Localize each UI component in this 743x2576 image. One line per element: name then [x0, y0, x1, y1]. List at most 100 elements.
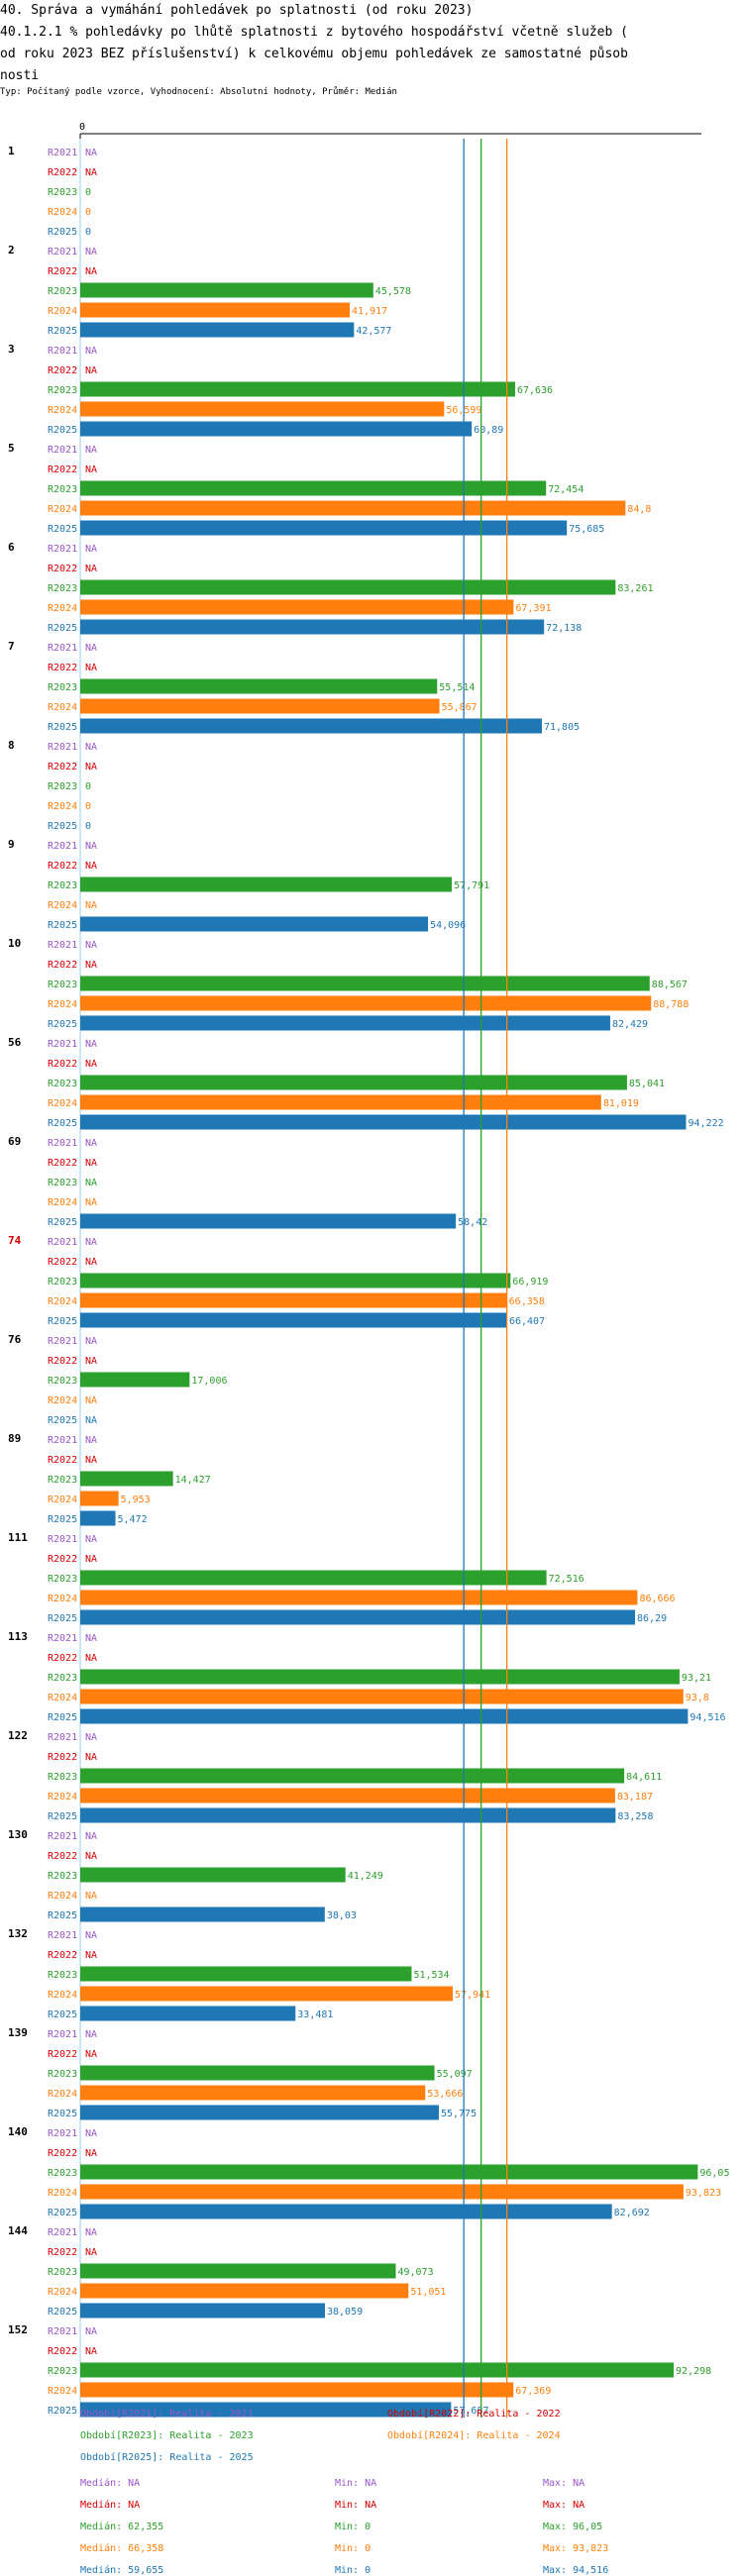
data-label-3-R2023: 67,636 [517, 385, 553, 396]
bar-139-R2024 [80, 2085, 426, 2101]
series-label-R2024: R2024 [48, 207, 77, 218]
data-label-111-R2024: 86,666 [639, 1594, 675, 1604]
bar-130-R2025 [80, 1906, 325, 1922]
data-label-89-R2022: NA [85, 1455, 97, 1466]
bar-132-R2025 [80, 2006, 296, 2021]
category-label-122: 122 [8, 1729, 28, 1742]
series-label-R2022: R2022 [48, 663, 77, 673]
bar-10-R2025 [80, 1015, 610, 1031]
data-label-113-R2022: NA [85, 1653, 97, 1664]
bar-111-R2024 [80, 1590, 638, 1605]
bar-113-R2025 [80, 1708, 689, 1724]
legend-median-R2024: Medián: 66,358 [80, 2543, 164, 2554]
data-label-6-R2024: 67,391 [515, 603, 551, 614]
series-label-R2021: R2021 [48, 643, 77, 654]
legend-median-R2022: Medián: NA [80, 2500, 141, 2511]
series-label-R2024: R2024 [48, 2188, 77, 2199]
series-label-R2025: R2025 [48, 2009, 77, 2020]
data-label-1-R2025: 0 [85, 227, 91, 238]
data-label-9-R2025: 54,096 [430, 920, 466, 931]
bar-89-R2025 [80, 1510, 116, 1526]
series-label-R2021: R2021 [48, 2326, 77, 2337]
bar-111-R2023 [80, 1570, 547, 1586]
bar-144-R2023 [80, 2263, 396, 2279]
series-label-R2025: R2025 [48, 1514, 77, 1525]
data-label-76-R2021: NA [85, 1336, 97, 1347]
series-label-R2023: R2023 [48, 2267, 77, 2278]
chart-title-line-3: od roku 2023 BEZ příslušenství) k celkov… [0, 47, 628, 61]
series-label-R2022: R2022 [48, 167, 77, 178]
data-label-139-R2022: NA [85, 2049, 97, 2060]
series-label-R2022: R2022 [48, 861, 77, 872]
bar-89-R2024 [80, 1491, 119, 1506]
data-label-56-R2022: NA [85, 1059, 97, 1070]
data-label-144-R2025: 38,059 [327, 2307, 363, 2318]
bar-2-R2024 [80, 302, 351, 318]
data-label-1-R2023: 0 [85, 187, 91, 198]
data-label-69-R2023: NA [85, 1178, 97, 1188]
series-label-R2024: R2024 [48, 603, 77, 614]
bar-56-R2025 [80, 1114, 687, 1130]
series-label-R2025: R2025 [48, 2307, 77, 2318]
series-label-R2024: R2024 [48, 1197, 77, 1208]
bar-144-R2024 [80, 2283, 409, 2299]
category-label-111: 111 [8, 1531, 28, 1544]
bar-69-R2025 [80, 1213, 457, 1229]
data-label-6-R2022: NA [85, 564, 97, 574]
series-label-R2022: R2022 [48, 762, 77, 773]
data-label-76-R2025: NA [85, 1415, 97, 1426]
series-label-R2021: R2021 [48, 1039, 77, 1050]
data-label-122-R2021: NA [85, 1732, 97, 1743]
data-label-139-R2025: 55,775 [441, 2109, 477, 2119]
bar-152-R2023 [80, 2362, 675, 2378]
data-label-113-R2023: 93,21 [682, 1673, 711, 1684]
series-label-R2025: R2025 [48, 623, 77, 634]
series-label-R2022: R2022 [48, 2148, 77, 2159]
legend-period-R2021: Období[R2021]: Realita - 2021 [80, 2409, 254, 2420]
series-label-R2025: R2025 [48, 722, 77, 733]
category-label-9: 9 [8, 838, 15, 851]
series-label-R2021: R2021 [48, 346, 77, 357]
series-label-R2025: R2025 [48, 2208, 77, 2218]
data-label-3-R2022: NA [85, 365, 97, 376]
data-label-130-R2025: 38,03 [327, 1910, 357, 1921]
series-label-R2025: R2025 [48, 524, 77, 535]
chart-title-line-1: 40. Správa a vymáhání pohledávek po spla… [0, 3, 474, 18]
legend-period-R2022: Období[R2022]: Realita - 2022 [387, 2409, 561, 2420]
bar-140-R2024 [80, 2184, 684, 2200]
series-label-R2024: R2024 [48, 504, 77, 515]
bar-chart: 0 1 R2021 NA R2022 NA R2023 0 R2024 0 R2025 0 2 R2021… [8, 122, 729, 2418]
data-label-5-R2024: 84,8 [627, 504, 651, 515]
legend-min-R2021: Min: NA [335, 2478, 377, 2489]
category-label-7: 7 [8, 640, 15, 653]
bar-140-R2025 [80, 2204, 612, 2219]
series-label-R2023: R2023 [48, 187, 77, 198]
category-label-113: 113 [8, 1630, 28, 1643]
data-label-2-R2021: NA [85, 247, 97, 258]
series-label-R2024: R2024 [48, 1098, 77, 1109]
data-label-152-R2025: 57,687 [453, 2406, 488, 2417]
series-label-R2025: R2025 [48, 1415, 77, 1426]
data-label-111-R2025: 86,29 [637, 1613, 667, 1624]
series-label-R2021: R2021 [48, 2029, 77, 2040]
data-label-7-R2022: NA [85, 663, 97, 673]
legend-max-R2023: Max: 96,05 [543, 2522, 603, 2532]
bar-152-R2024 [80, 2382, 514, 2398]
data-label-74-R2022: NA [85, 1257, 97, 1268]
data-label-139-R2023: 55,097 [437, 2069, 473, 2080]
legend-min-R2024: Min: 0 [335, 2543, 372, 2554]
series-label-R2023: R2023 [48, 880, 77, 891]
series-label-R2022: R2022 [48, 1158, 77, 1169]
series-label-R2024: R2024 [48, 1891, 77, 1902]
series-label-R2021: R2021 [48, 1534, 77, 1545]
series-label-R2025: R2025 [48, 2109, 77, 2119]
legend-period-R2025: Období[R2025]: Realita - 2025 [80, 2452, 254, 2463]
data-label-132-R2022: NA [85, 1950, 97, 1961]
bar-9-R2025 [80, 916, 429, 932]
data-label-89-R2025: 5,472 [118, 1514, 148, 1525]
data-label-111-R2023: 72,516 [549, 1574, 584, 1585]
data-label-56-R2021: NA [85, 1039, 97, 1050]
data-label-9-R2023: 57,791 [454, 880, 489, 891]
data-label-6-R2025: 72,138 [546, 623, 582, 634]
series-label-R2023: R2023 [48, 385, 77, 396]
